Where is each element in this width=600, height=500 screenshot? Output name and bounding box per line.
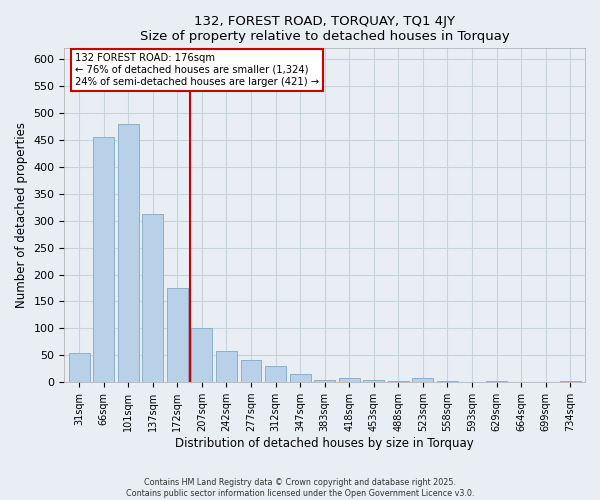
Bar [241,360,262,382]
Bar [412,378,433,382]
Bar [167,288,188,382]
Bar [69,352,89,382]
Bar [216,351,237,382]
Y-axis label: Number of detached properties: Number of detached properties [15,122,28,308]
Bar [265,366,286,382]
Bar [118,124,139,382]
Bar [339,378,359,382]
Bar [560,381,581,382]
Bar [290,374,311,382]
X-axis label: Distribution of detached houses by size in Torquay: Distribution of detached houses by size … [175,437,474,450]
Title: 132, FOREST ROAD, TORQUAY, TQ1 4JY
Size of property relative to detached houses : 132, FOREST ROAD, TORQUAY, TQ1 4JY Size … [140,15,509,43]
Bar [486,381,507,382]
Bar [191,328,212,382]
Text: Contains HM Land Registry data © Crown copyright and database right 2025.
Contai: Contains HM Land Registry data © Crown c… [126,478,474,498]
Bar [93,137,114,382]
Bar [388,381,409,382]
Bar [437,381,458,382]
Text: 132 FOREST ROAD: 176sqm
← 76% of detached houses are smaller (1,324)
24% of semi: 132 FOREST ROAD: 176sqm ← 76% of detache… [75,54,319,86]
Bar [314,380,335,382]
Bar [364,380,384,382]
Bar [142,214,163,382]
